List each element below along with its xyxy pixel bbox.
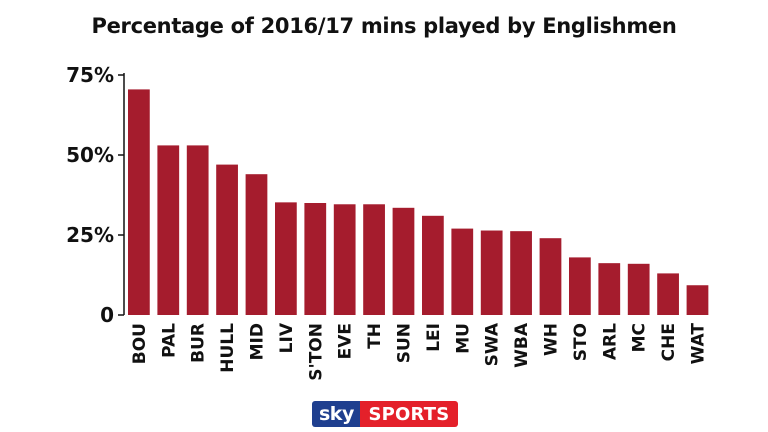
bar-arl [598, 263, 621, 315]
category-label: MC [630, 323, 650, 352]
category-label: WAT [688, 323, 708, 365]
category-label: LIV [277, 322, 297, 353]
category-label: TH [365, 323, 385, 349]
bar-mc [627, 263, 650, 315]
category-label: WH [541, 323, 561, 356]
y-tick-label: 25% [66, 223, 114, 247]
category-label: BUR [189, 323, 209, 363]
category-label: ARL [600, 323, 620, 360]
bar-eve [333, 204, 356, 315]
category-label: PAL [159, 323, 179, 358]
y-tick-label: 50% [66, 143, 114, 167]
bar-mid [245, 174, 268, 315]
bar-bur [186, 145, 209, 315]
category-label: MU [453, 323, 473, 354]
category-label: WBA [512, 322, 532, 368]
category-label: BOU [130, 323, 150, 364]
chart-title: Percentage of 2016/17 mins played by Eng… [91, 14, 677, 38]
category-labels: BOU PAL BUR HULL MID LIV S'TON EVE TH SUN LEI MU SWA… [130, 322, 709, 381]
bar-wat [686, 285, 709, 315]
bar-sun [392, 207, 415, 315]
bar-ston [304, 203, 327, 315]
category-label: CHE [659, 323, 679, 361]
category-label: MID [247, 323, 267, 360]
y-ticks: 0 25% 50% 75% [66, 63, 124, 327]
bar-wh [539, 238, 562, 315]
category-label: LEI [424, 323, 444, 352]
category-label: S'TON [306, 323, 326, 381]
bar-swa [480, 230, 503, 315]
bar-mu [451, 228, 474, 315]
bar-hull [216, 164, 238, 315]
logo-sports-text: SPORTS [359, 401, 458, 427]
bar-pal [157, 145, 180, 315]
category-label: HULL [218, 323, 238, 373]
category-label: SUN [394, 323, 414, 363]
bar-bou [128, 89, 150, 316]
y-tick-label: 0 [100, 303, 114, 327]
category-label: STO [571, 323, 591, 361]
bar-wba [510, 231, 532, 315]
y-tick-label: 75% [66, 63, 114, 87]
bar-lei [422, 215, 444, 315]
category-label: EVE [336, 323, 356, 359]
bars [128, 89, 709, 316]
bar-sto [569, 257, 591, 315]
logo-sky-text: sky [312, 401, 360, 427]
bar-th [363, 204, 385, 315]
sky-sports-logo: sky SPORTS [312, 401, 458, 427]
bar-liv [275, 202, 297, 315]
category-label: SWA [483, 322, 503, 366]
bar-che [657, 273, 679, 315]
